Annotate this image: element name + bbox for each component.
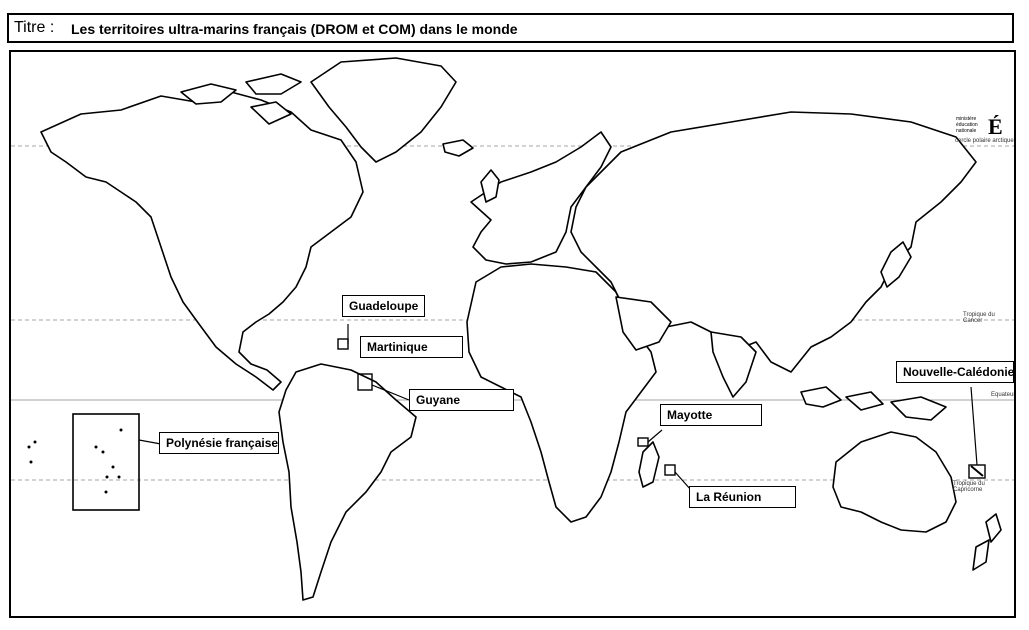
south-america-shape <box>278 363 417 601</box>
arabia-shape <box>615 296 672 351</box>
madagascar-shape <box>638 441 660 488</box>
reunion-marker <box>664 464 676 476</box>
reunion-leader <box>674 471 692 491</box>
nouvelle-caledonie-leader <box>970 386 978 466</box>
logo-mark-icon: É <box>988 114 1003 139</box>
mayotte-marker <box>637 437 649 447</box>
new-zealand-shape-2 <box>972 539 990 571</box>
new-zealand-shape <box>985 513 1002 543</box>
guadeloupe-marker <box>337 338 349 350</box>
australia-shape <box>832 431 957 533</box>
map-title: Les territoires ultra-marins français (D… <box>71 21 518 37</box>
new-guinea-shape <box>890 396 947 421</box>
indonesia-shape-1 <box>800 386 842 408</box>
label-polynesie-francaise: Polynésie française <box>159 432 279 454</box>
greenland-shape <box>310 57 457 163</box>
world-map-frame: cercle polaire arctique Tropique du Canc… <box>9 50 1016 618</box>
indonesia-shape-2 <box>845 391 884 411</box>
label-la-reunion: La Réunion <box>689 486 796 508</box>
ministry-logo: ministère éducation nationale É <box>956 114 1008 144</box>
polynesia-islands <box>27 428 123 494</box>
label-martinique: Martinique <box>360 336 463 358</box>
arctic-island-2 <box>245 73 302 95</box>
arctic-island-1 <box>180 83 237 105</box>
iceland-shape <box>442 139 474 157</box>
uk-shape <box>480 169 500 203</box>
label-guyane: Guyane <box>409 389 514 411</box>
tropic-capricorn-label: Tropique du Capricorne <box>953 481 985 493</box>
arctic-island-3 <box>250 101 292 125</box>
polynesia-leader <box>138 439 162 445</box>
label-nouvelle-caledonie: Nouvelle-Calédonie <box>896 361 1014 383</box>
tropic-cancer-label: Tropique du Cancer <box>963 312 995 324</box>
title-box: Titre : Les territoires ultra-marins fra… <box>7 13 1014 43</box>
label-guadeloupe: Guadeloupe <box>342 295 426 317</box>
arctic-circle-label: cercle polaire arctique <box>955 138 1014 144</box>
guyane-marker <box>357 373 373 391</box>
polynesia-inset-box <box>72 413 140 511</box>
guyane-leader <box>371 384 410 401</box>
mayotte-leader <box>647 429 663 443</box>
world-map <box>11 57 1014 601</box>
india-shape <box>710 331 757 398</box>
logo-text: ministère éducation nationale <box>956 116 978 134</box>
label-mayotte: Mayotte <box>660 404 762 426</box>
japan-shape <box>880 241 912 288</box>
europe-shape <box>470 131 612 265</box>
north-america-shape <box>40 91 364 391</box>
equator-label: Equateur <box>991 392 1016 398</box>
title-label: Titre : <box>14 19 55 36</box>
asia-shape <box>570 111 977 373</box>
